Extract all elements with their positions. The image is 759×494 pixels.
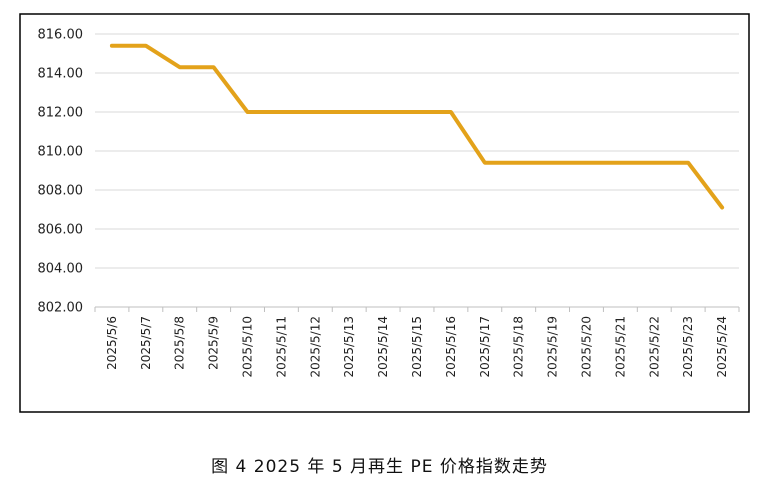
data-point (110, 44, 114, 48)
x-tick-label: 2025/5/16 (444, 316, 458, 378)
y-tick-label: 808.00 (38, 184, 84, 199)
data-point (517, 161, 521, 165)
data-point (178, 65, 182, 69)
y-tick-label: 814.00 (38, 67, 84, 82)
x-tick-label: 2025/5/11 (274, 316, 288, 378)
x-tick-label: 2025/5/20 (579, 316, 593, 378)
data-point (279, 110, 283, 114)
data-point (449, 110, 453, 114)
x-tick-label: 2025/5/23 (681, 316, 695, 378)
data-point (347, 110, 351, 114)
data-point (212, 65, 216, 69)
data-point (381, 110, 385, 114)
x-tick-label: 2025/5/22 (647, 316, 661, 378)
x-tick-label: 2025/5/24 (715, 316, 729, 378)
y-tick-label: 810.00 (38, 145, 84, 160)
figure-caption: 图 4 2025 年 5 月再生 PE 价格指数走势 (211, 457, 548, 477)
data-point (144, 44, 148, 48)
data-point (584, 161, 588, 165)
x-tick-label: 2025/5/21 (613, 316, 627, 378)
x-tick-label: 2025/5/17 (478, 316, 492, 378)
x-tick-label: 2025/5/12 (308, 316, 322, 378)
y-tick-label: 806.00 (38, 223, 84, 238)
x-tick-label: 2025/5/13 (342, 316, 356, 378)
x-tick-label: 2025/5/9 (207, 316, 221, 370)
series-layer (109, 43, 725, 210)
x-tick-label: 2025/5/6 (105, 316, 119, 370)
data-point (246, 110, 250, 114)
data-point (720, 206, 724, 210)
x-tick-label: 2025/5/10 (241, 316, 255, 378)
y-tick-label: 816.00 (38, 28, 84, 43)
data-point (313, 110, 317, 114)
x-tick-label: 2025/5/14 (376, 316, 390, 378)
data-point (415, 110, 419, 114)
line-chart: 802.00 804.00 806.00 808.00 810.00 812.00 814.… (19, 13, 750, 413)
y-axis: 802.00 804.00 806.00 808.00 810.00 812.00 814.… (38, 28, 84, 316)
x-tick-label: 2025/5/18 (512, 316, 526, 378)
x-tick-label: 2025/5/15 (410, 316, 424, 378)
y-tick-label: 804.00 (38, 262, 84, 277)
x-axis: 2025/5/6 2025/5/7 2025/5/8 2025/5/9 2025/5/1… (94, 306, 740, 378)
data-point (551, 161, 555, 165)
data-point (618, 161, 622, 165)
y-tick-label: 812.00 (38, 106, 84, 121)
data-point (483, 161, 487, 165)
data-point (686, 161, 690, 165)
y-tick-label: 802.00 (38, 301, 84, 316)
chart-frame (19, 13, 750, 413)
data-point (652, 161, 656, 165)
x-tick-label: 2025/5/8 (173, 316, 187, 370)
x-tick-label: 2025/5/7 (139, 316, 153, 370)
x-tick-label: 2025/5/19 (546, 316, 560, 378)
